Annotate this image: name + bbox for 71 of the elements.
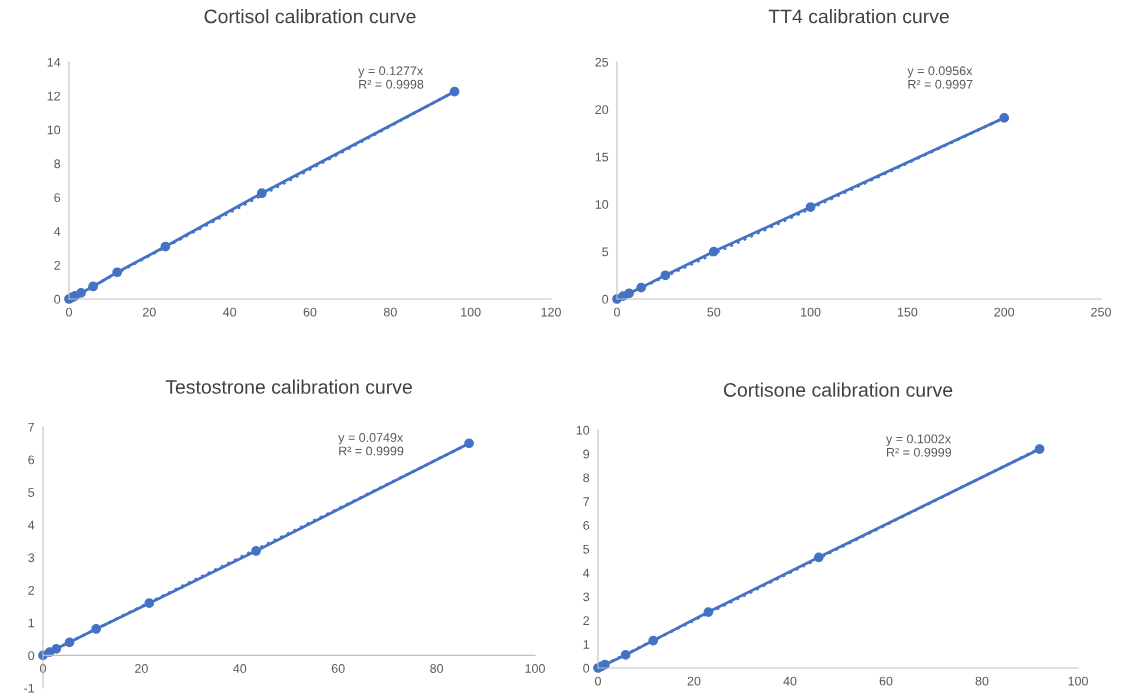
y-tick-label: 14: [47, 57, 61, 67]
y-tick-label: 6: [54, 193, 61, 203]
y-tick-label: 15: [595, 152, 609, 162]
x-tick-label: 80: [430, 664, 444, 673]
x-tick-label: 80: [975, 676, 989, 686]
x-tick-label: 60: [303, 307, 317, 317]
x-tick-label: 120: [541, 307, 561, 317]
point: [1034, 444, 1045, 454]
chart-title: Cortisone calibration curve: [723, 382, 953, 397]
x-tick-label: 60: [331, 664, 345, 673]
y-tick-label: 6: [583, 521, 590, 530]
y-tick-label: 7: [583, 497, 590, 506]
x-tick-label: 250: [1091, 307, 1111, 317]
y-tick-label: 2: [54, 260, 61, 270]
y-tick-label: 5: [583, 544, 590, 554]
y-tick-label: 9: [583, 449, 590, 459]
y-tick-label: 6: [28, 455, 35, 465]
point: [251, 546, 261, 556]
y-tick-label: 4: [28, 520, 35, 530]
x-tick-label: 50: [707, 307, 721, 317]
y-tick-label: 8: [54, 159, 61, 169]
y-tick-label: 0: [602, 294, 609, 304]
point: [620, 650, 631, 660]
x-tick-label: 20: [135, 664, 148, 673]
x-tick-label: 20: [687, 676, 701, 686]
y-tick-label: 8: [583, 473, 590, 483]
y-tick-label: -1: [24, 683, 35, 693]
x-tick-label: 100: [461, 307, 481, 317]
y-tick-label: 5: [28, 488, 35, 497]
y-tick-label: 5: [602, 247, 609, 257]
y-tick-label: 0: [54, 294, 61, 304]
x-tick-label: 40: [223, 307, 237, 317]
x-tick-label: 60: [879, 676, 893, 686]
annotation: y = 0.1002x R² = 0.9999: [886, 434, 952, 457]
x-tick-label: 20: [143, 307, 156, 317]
y-tick-label: 1: [583, 640, 590, 649]
annotation: y = 0.0749x R² = 0.9999: [338, 433, 404, 456]
y-tick-label: 12: [47, 91, 61, 101]
x-tick-label: 150: [897, 307, 918, 317]
y-tick-label: 3: [583, 592, 590, 602]
y-tick-label: 2: [583, 616, 590, 625]
point: [999, 113, 1010, 123]
y-tick-label: 4: [54, 227, 61, 236]
y-tick-label: 10: [595, 200, 609, 209]
chart-title: Cortisol calibration curve: [204, 9, 416, 24]
x-tick-label: 0: [614, 307, 620, 317]
x-tick-label: 80: [383, 307, 397, 317]
point: [805, 202, 816, 212]
y-tick-label: 10: [576, 425, 590, 435]
point: [91, 624, 101, 634]
y-tick-label: 0: [28, 651, 35, 661]
y-tick-label: 2: [28, 585, 35, 595]
annotation: y = 0.1277x R² = 0.9998: [358, 66, 424, 89]
y-tick-label: 1: [28, 618, 35, 628]
y-tick-label: 25: [595, 57, 609, 67]
y-tick-label: 10: [47, 125, 61, 135]
x-tick-label: 0: [66, 307, 72, 317]
chart-title: Testostrone calibration curve: [165, 379, 412, 394]
y-tick-label: 7: [28, 422, 35, 432]
x-tick-label: 200: [994, 307, 1015, 317]
x-tick-label: 40: [783, 676, 797, 686]
x-tick-label: 100: [1068, 676, 1088, 686]
annotation: y = 0.0956x R² = 0.9997: [907, 66, 973, 89]
x-tick-label: 100: [801, 307, 821, 317]
y-tick-label: 3: [28, 553, 35, 563]
x-tick-label: 0: [40, 664, 46, 673]
x-tick-label: 100: [525, 664, 545, 673]
y-tick-label: 20: [595, 105, 609, 115]
chart-title: TT4 calibration curve: [768, 9, 949, 24]
y-tick-label: 4: [583, 568, 590, 578]
x-tick-label: 40: [233, 664, 247, 673]
